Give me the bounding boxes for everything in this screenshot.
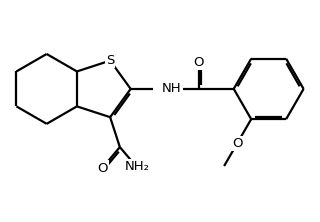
Text: NH₂: NH₂ (125, 160, 150, 173)
Text: NH: NH (162, 82, 182, 95)
Text: O: O (97, 162, 108, 174)
Text: O: O (232, 137, 243, 150)
Text: O: O (194, 56, 204, 69)
Text: S: S (106, 54, 114, 67)
